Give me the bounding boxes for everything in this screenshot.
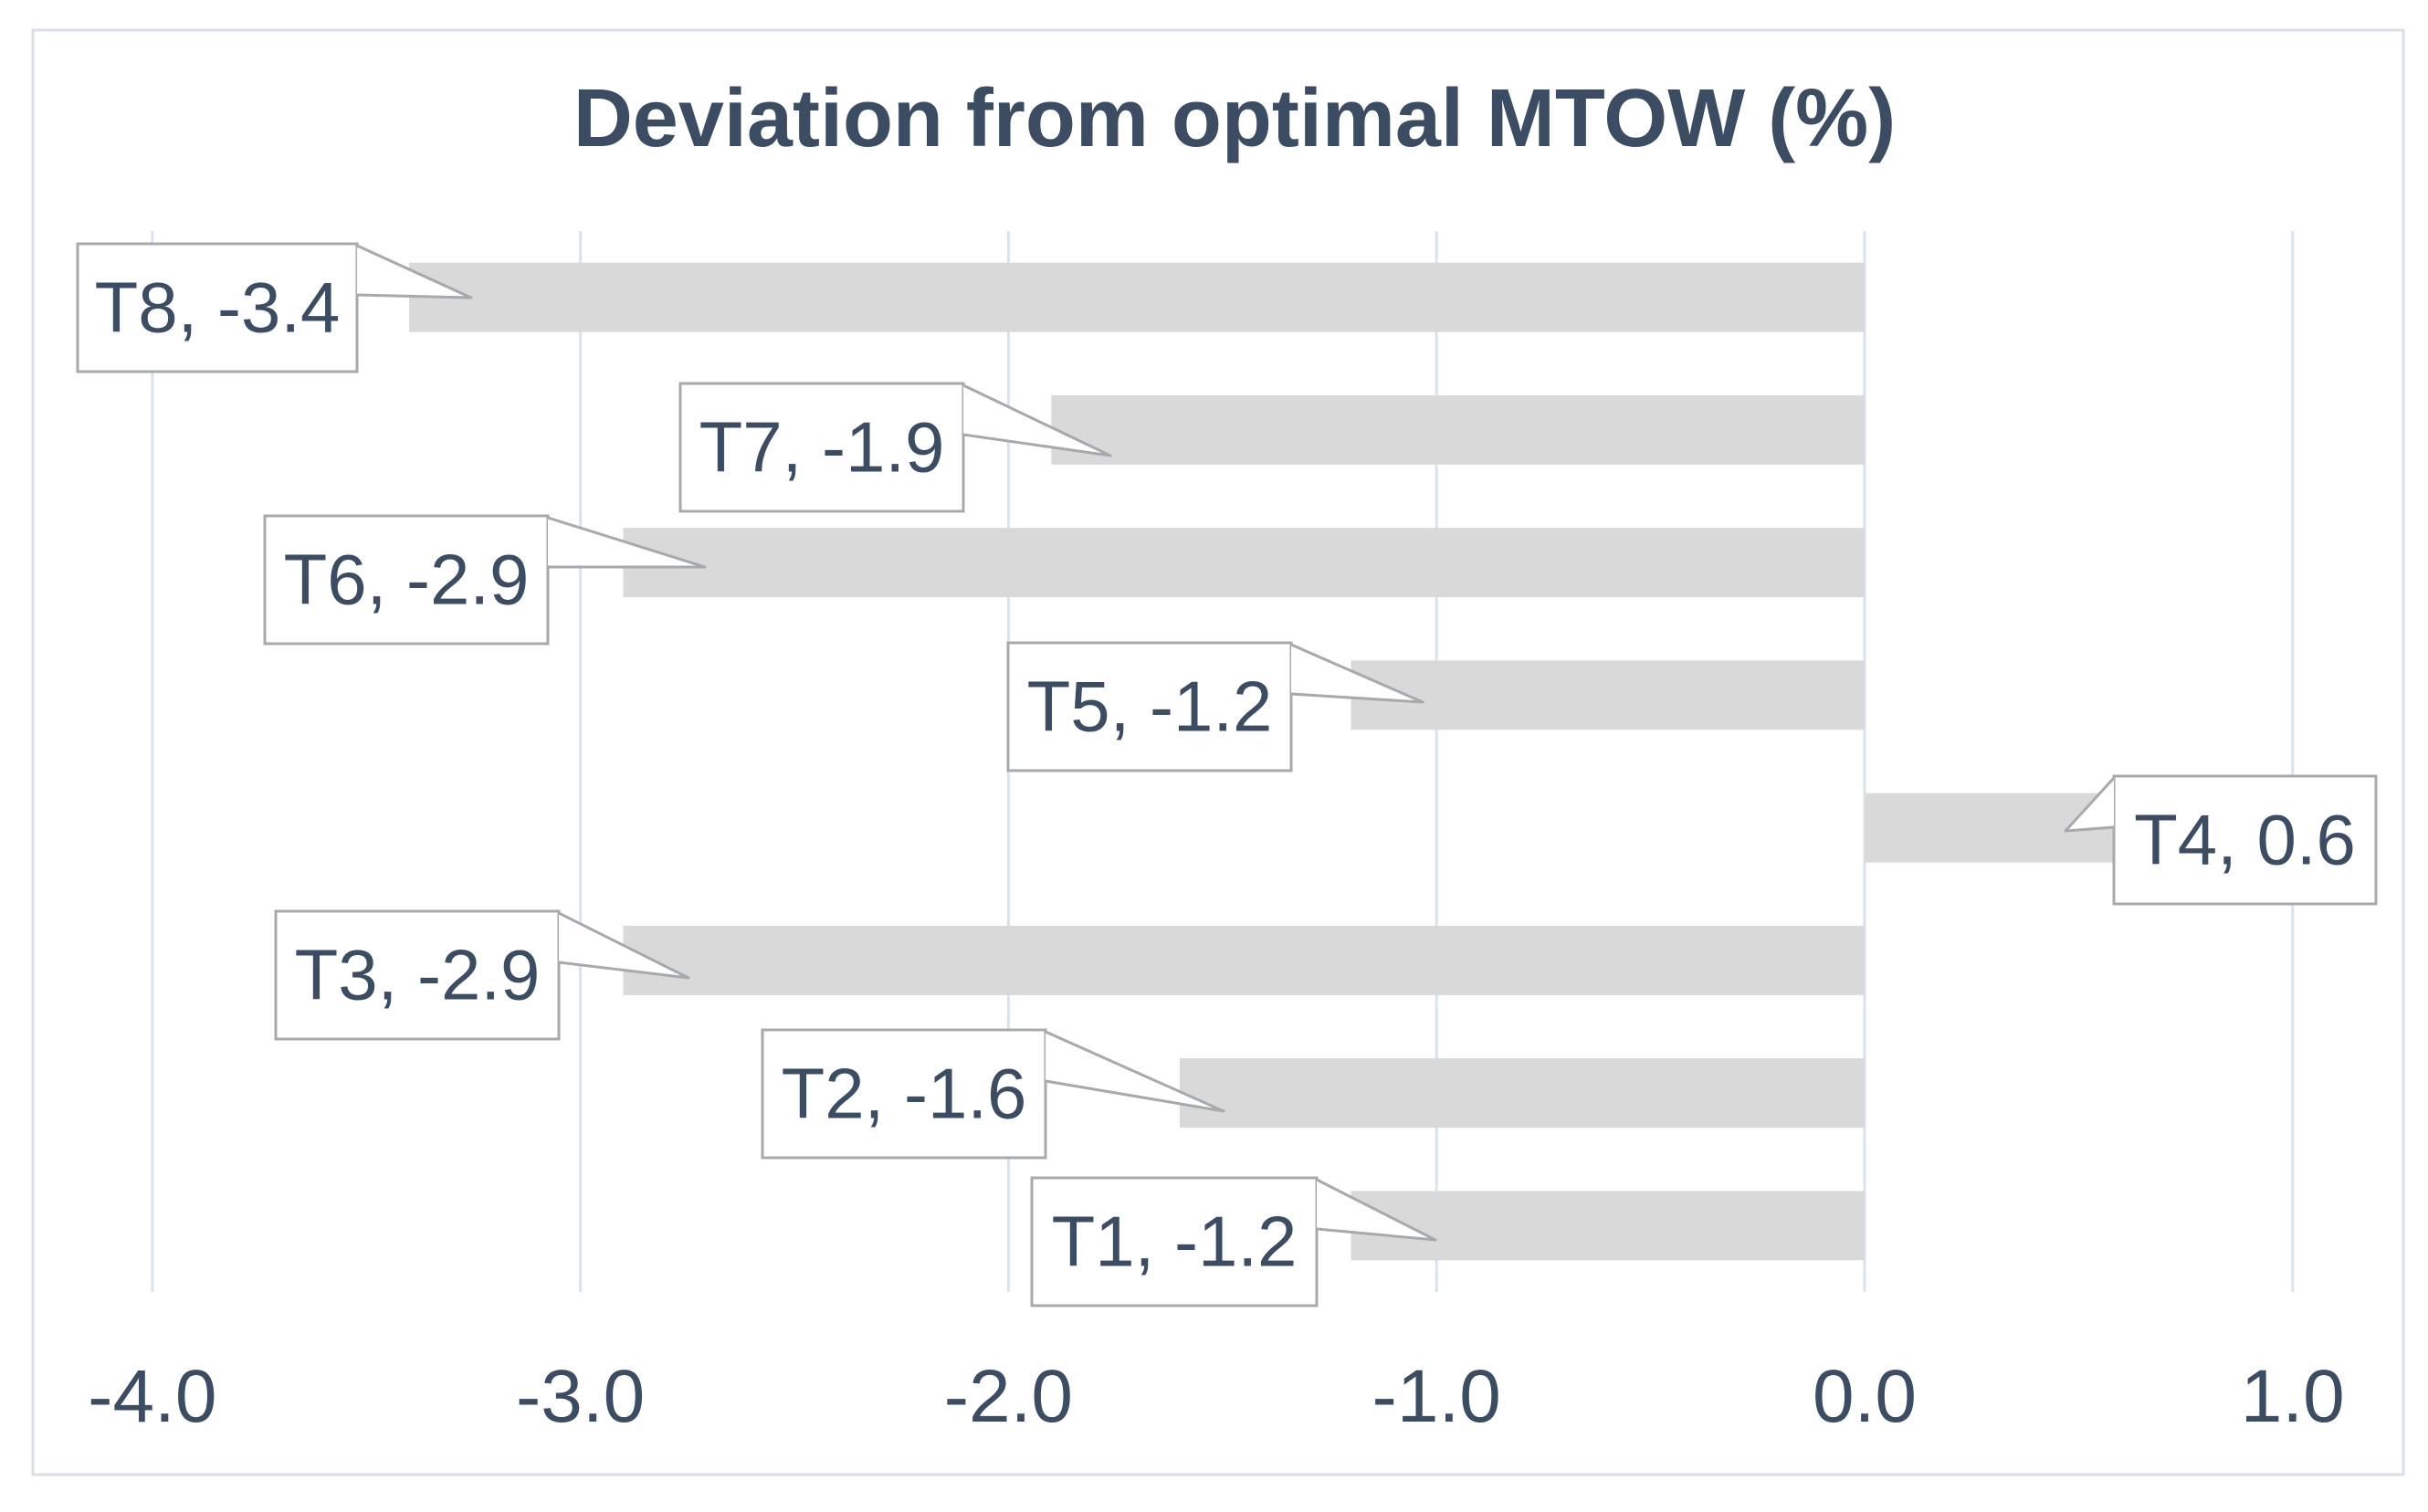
callout-pointer bbox=[558, 911, 690, 980]
callout-label: T4, 0.6 bbox=[2134, 800, 2356, 880]
callout-label: T2, -1.6 bbox=[782, 1054, 1027, 1134]
callout-box bbox=[76, 242, 359, 373]
bar-T3 bbox=[623, 925, 1865, 995]
x-axis-tick-label--4.0: -4.0 bbox=[88, 1355, 216, 1438]
x-axis-tick-label-0.0: 0.0 bbox=[1813, 1355, 1917, 1438]
callout-label: T1, -1.2 bbox=[1052, 1202, 1298, 1282]
callout-box bbox=[2112, 774, 2378, 906]
callout-label: T6, -2.9 bbox=[284, 540, 530, 620]
callout-pointer bbox=[547, 516, 707, 569]
callout-label: T8, -3.4 bbox=[95, 268, 341, 348]
bar-T8 bbox=[409, 262, 1866, 332]
data-callout-T8: T8, -3.4 bbox=[76, 242, 473, 373]
callout-pointer bbox=[2064, 776, 2116, 833]
callout-box bbox=[274, 909, 561, 1041]
data-callout-T2: T2, -1.6 bbox=[761, 1028, 1225, 1160]
data-callout-T4: T4, 0.6 bbox=[2064, 774, 2378, 906]
data-callout-T1: T1, -1.2 bbox=[1030, 1176, 1437, 1307]
callout-pointer bbox=[1290, 643, 1424, 704]
bar-T5 bbox=[1351, 660, 1865, 730]
callout-box bbox=[1006, 641, 1293, 772]
callout-box bbox=[263, 514, 550, 646]
bars-layer bbox=[409, 262, 2122, 1261]
callout-pointer bbox=[1316, 1178, 1437, 1242]
callout-pointer bbox=[962, 383, 1112, 457]
callout-box bbox=[678, 382, 965, 513]
callout-pointer bbox=[1045, 1030, 1225, 1113]
callout-label: T3, -2.9 bbox=[295, 935, 541, 1015]
bar-T6 bbox=[623, 528, 1865, 598]
callout-box bbox=[761, 1028, 1047, 1160]
x-axis-tick-labels: -4.0 -3.0 -2.0 -1.0 0.0 1.0 bbox=[88, 1355, 2345, 1438]
bar-T2 bbox=[1179, 1058, 1865, 1129]
callout-label: T7, -1.9 bbox=[699, 407, 945, 488]
x-axis-tick-label--1.0: -1.0 bbox=[1372, 1355, 1501, 1438]
data-callout-T6: T6, -2.9 bbox=[263, 514, 707, 646]
callout-box bbox=[1030, 1176, 1319, 1307]
bar-T1 bbox=[1351, 1191, 1865, 1261]
x-axis-tick-label-1.0: 1.0 bbox=[2241, 1355, 2345, 1438]
bar-T7 bbox=[1051, 394, 1865, 465]
x-axis-tick-label--2.0: -2.0 bbox=[944, 1355, 1073, 1438]
callout-label: T5, -1.2 bbox=[1027, 667, 1273, 747]
data-label-callouts: T8, -3.4 T7, -1.9 T6, -2.9 T5, -1.2 T4, 0.6 T… bbox=[76, 242, 2378, 1307]
data-callout-T5: T5, -1.2 bbox=[1006, 641, 1424, 772]
data-callout-T7: T7, -1.9 bbox=[678, 382, 1112, 513]
data-callout-T3: T3, -2.9 bbox=[274, 909, 690, 1041]
callout-pointer bbox=[356, 244, 473, 299]
chart-title: Deviation from optimal MTOW (%) bbox=[573, 73, 1896, 164]
x-axis-tick-label--3.0: -3.0 bbox=[516, 1355, 645, 1438]
